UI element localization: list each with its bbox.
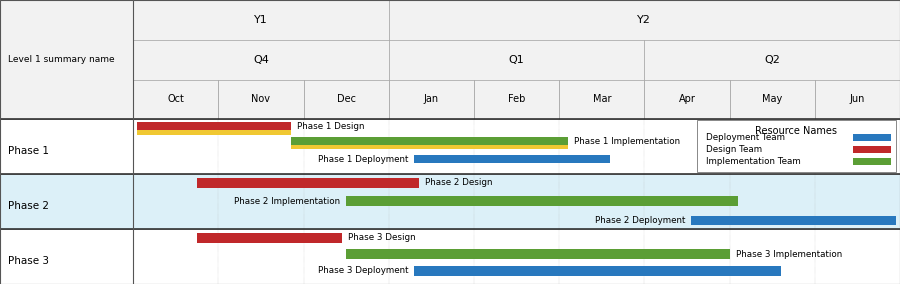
Text: Y1: Y1: [254, 15, 268, 25]
Bar: [0, 174, 133, 229]
Text: Phase 2 Design: Phase 2 Design: [425, 178, 492, 187]
Text: Phase 1 Deployment: Phase 1 Deployment: [318, 154, 409, 164]
Bar: [197, 233, 342, 243]
Bar: [133, 40, 900, 80]
Text: Phase 3 Deployment: Phase 3 Deployment: [318, 266, 409, 275]
Text: Dec: Dec: [337, 94, 356, 105]
Bar: [133, 119, 900, 174]
Bar: [0, 0, 133, 119]
Bar: [138, 122, 291, 130]
Text: Design Team: Design Team: [706, 145, 762, 154]
Text: Phase 2: Phase 2: [8, 201, 49, 211]
Text: Resource Names: Resource Names: [755, 126, 838, 136]
Text: Phase 2 Implementation: Phase 2 Implementation: [234, 197, 340, 206]
Text: Jun: Jun: [850, 94, 865, 105]
Text: Phase 3 Design: Phase 3 Design: [348, 233, 416, 242]
Text: Phase 1: Phase 1: [8, 146, 49, 156]
Bar: [853, 146, 892, 153]
Text: Q4: Q4: [253, 55, 269, 65]
Bar: [346, 196, 738, 206]
Bar: [133, 80, 900, 119]
Text: Q2: Q2: [764, 55, 780, 65]
Text: Y2: Y2: [637, 15, 652, 25]
Text: Phase 1 Implementation: Phase 1 Implementation: [573, 137, 680, 146]
Text: Feb: Feb: [508, 94, 526, 105]
Text: Q1: Q1: [508, 55, 525, 65]
Bar: [691, 216, 896, 225]
Text: Apr: Apr: [679, 94, 696, 105]
Bar: [0, 119, 133, 174]
Bar: [691, 219, 896, 221]
Text: Phase 1 Design: Phase 1 Design: [297, 122, 364, 131]
Text: Jan: Jan: [424, 94, 439, 105]
Bar: [291, 137, 568, 145]
Text: Deployment Team: Deployment Team: [706, 133, 785, 142]
Text: Phase 2 Deployment: Phase 2 Deployment: [595, 216, 685, 225]
Text: Phase 3: Phase 3: [8, 256, 49, 266]
Bar: [138, 130, 291, 135]
Text: Oct: Oct: [167, 94, 184, 105]
Bar: [853, 158, 892, 165]
Bar: [414, 155, 610, 163]
Text: Nov: Nov: [251, 94, 271, 105]
Text: Implementation Team: Implementation Team: [706, 157, 800, 166]
Bar: [698, 120, 896, 172]
Bar: [133, 0, 900, 40]
Text: May: May: [762, 94, 782, 105]
Bar: [853, 134, 892, 141]
Bar: [133, 174, 900, 229]
Text: Mar: Mar: [592, 94, 611, 105]
Text: Phase 3 Implementation: Phase 3 Implementation: [735, 250, 842, 259]
Bar: [197, 178, 418, 188]
Bar: [291, 145, 568, 149]
Text: Level 1 summary name: Level 1 summary name: [8, 55, 114, 64]
Bar: [133, 229, 900, 284]
Bar: [414, 266, 780, 276]
Bar: [0, 229, 133, 284]
Bar: [346, 249, 730, 259]
